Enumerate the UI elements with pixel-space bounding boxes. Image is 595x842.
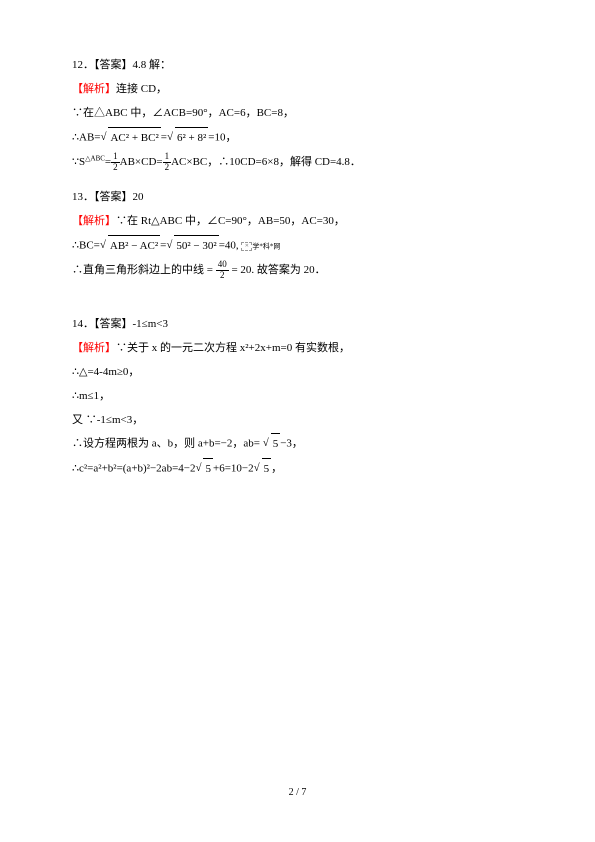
p12-l3c: AB×CD= — [120, 156, 163, 168]
sqrt-content: AB² − AC² — [108, 235, 160, 257]
p14-l5c: ， — [271, 463, 282, 475]
p14-l5a: ∴c²=a²+b²=(a+b)²−2ab=4−2 — [72, 463, 195, 475]
fraction: 402 — [216, 260, 229, 281]
p12-analysis-tail: 连接 CD， — [116, 83, 167, 95]
p12-l2: ∴AB=AC² + BC²=6² + 8²=10， — [72, 127, 523, 149]
sqrt-content: 5 — [203, 458, 213, 480]
sqrt-expr: 50² − 30² — [166, 235, 218, 257]
p14-l5b: +6=10−2 — [213, 463, 254, 475]
p14-l4a: ∴设方程两根为 a、b，则 a+b=−2，ab= — [72, 438, 263, 450]
sqrt-expr: 6² + 8² — [167, 127, 208, 149]
p14-l4: ∴设方程两根为 a、b，则 a+b=−2，ab= 5−3， — [72, 433, 523, 455]
p14-l1: ∴△=4-4m≥0， — [72, 362, 523, 383]
p14-answer-tail: -1≤m<3 — [133, 318, 168, 330]
sqrt-content: 5 — [262, 458, 272, 480]
fraction: 12 — [111, 152, 120, 173]
p13-l1d: 学*科*网 — [252, 243, 280, 251]
p13-l1c: =40, — [219, 240, 242, 252]
p14-analysis-line: 【解析】∵关于 x 的一元二次方程 x²+2x+m=0 有实数根， — [72, 338, 523, 359]
p13-answer: 13．【答案】20 — [72, 187, 523, 208]
p13-l1: ∴BC=AB² − AC²=50² − 30²=40, ✕学*科*网 — [72, 235, 523, 257]
sqrt-expr: 5 — [254, 458, 272, 480]
p13-l2a: ∴直角三角形斜边上的中线 = — [72, 264, 216, 276]
p12-analysis-line: 【解析】连接 CD， — [72, 79, 523, 100]
p14-l3: 又 ∵-1≤m<3， — [72, 410, 523, 431]
sqrt-content: 50² − 30² — [174, 235, 218, 257]
p12-l3sub: △ABC — [85, 154, 105, 162]
sqrt-content: 6² + 8² — [175, 127, 208, 149]
sqrt-content: AC² + BC² — [108, 127, 160, 149]
frac-num: 1 — [111, 152, 120, 163]
p13-analysis-tail: ∵在 Rt△ABC 中，∠C=90°，AB=50，AC=30， — [116, 215, 345, 227]
p12-answer: 12．【答案】4.8 解： — [72, 55, 523, 76]
p12-l2a: ∴AB= — [72, 131, 100, 143]
sqrt-expr: 5 — [263, 433, 281, 455]
spacer — [72, 175, 523, 187]
frac-den: 2 — [163, 163, 172, 173]
sqrt-expr: AC² + BC² — [100, 127, 160, 149]
p14-l2: ∴m≤1， — [72, 386, 523, 407]
analysis-label: 【解析】 — [72, 342, 116, 354]
p14-l4b: −3， — [280, 438, 303, 450]
p13-l2b: = 20. 故答案为 20． — [229, 264, 326, 276]
p12-answer-label: 12．【答案】4.8 解： — [72, 59, 171, 71]
p13-l1a: ∴BC= — [72, 240, 100, 252]
p14-l5: ∴c²=a²+b²=(a+b)²−2ab=4−25+6=10−25， — [72, 458, 523, 480]
p12-l3a: ∵S — [72, 156, 85, 168]
sqrt-expr: 5 — [195, 458, 213, 480]
frac-num: 1 — [163, 152, 172, 163]
analysis-label: 【解析】 — [72, 215, 116, 227]
p12-l3d: AC×BC，∴10CD=6×8，解得 CD=4.8． — [171, 156, 361, 168]
p13-answer-label: 13．【答案】20 — [72, 191, 144, 203]
fraction: 12 — [163, 152, 172, 173]
sqrt-expr: AB² − AC² — [100, 235, 160, 257]
p13-analysis-line: 【解析】∵在 Rt△ABC 中，∠C=90°，AB=50，AC=30， — [72, 211, 523, 232]
p12-l1: ∵在△ABC 中，∠ACB=90°，AC=6，BC=8， — [72, 103, 523, 124]
p12-l2c: =10， — [208, 131, 236, 143]
page-footer: 2 / 7 — [0, 783, 595, 802]
p13-l2: ∴直角三角形斜边上的中线 = 402 = 20. 故答案为 20． — [72, 260, 523, 281]
p14-analysis-tail: ∵关于 x 的一元二次方程 x²+2x+m=0 有实数根， — [116, 342, 350, 354]
spacer — [72, 284, 523, 314]
p14-answer: 14．【答案】-1≤m<3 — [72, 314, 523, 335]
p14-answer-label: 14．【答案】 — [72, 318, 133, 330]
frac-den: 2 — [216, 271, 229, 281]
watermark-icon: ✕ — [241, 242, 252, 251]
analysis-label: 【解析】 — [72, 83, 116, 95]
sqrt-content: 5 — [271, 433, 281, 455]
p12-l3: ∵S△ABC=12AB×CD=12AC×BC，∴10CD=6×8，解得 CD=4… — [72, 152, 523, 173]
frac-den: 2 — [111, 163, 120, 173]
